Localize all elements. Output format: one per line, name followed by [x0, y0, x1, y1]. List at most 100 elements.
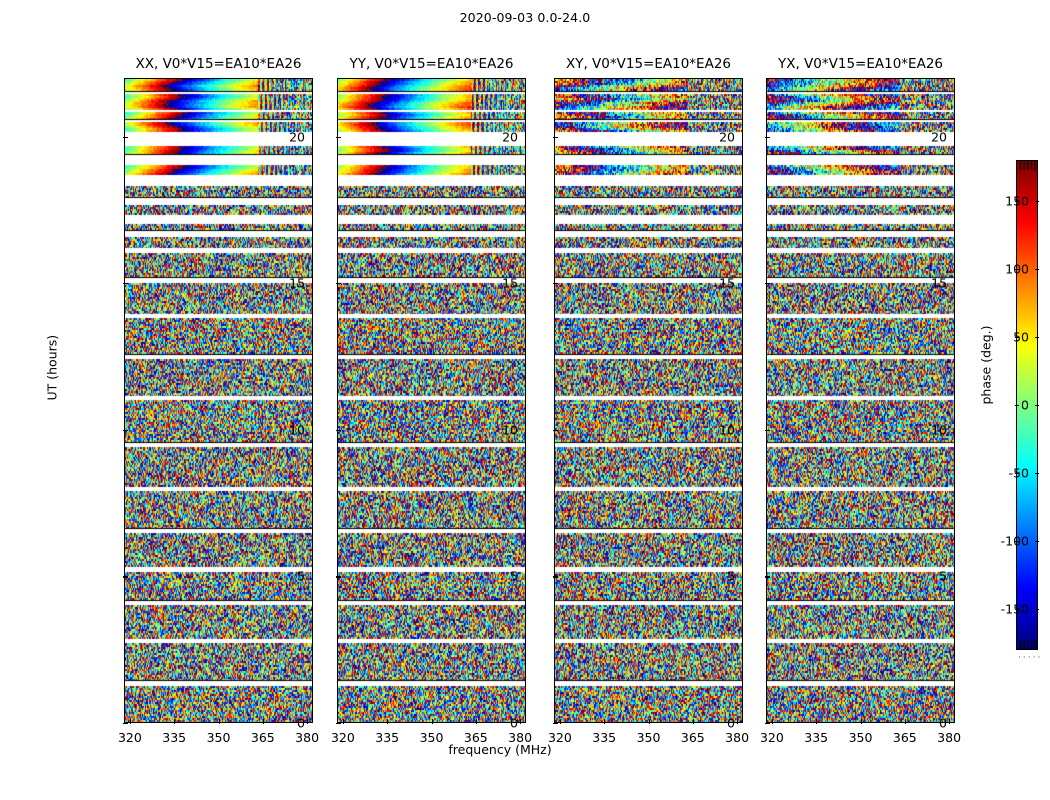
colorbar-tick-4	[1015, 336, 1019, 338]
ytick-label-yx-2: 10	[931, 422, 947, 438]
colorbar-tick-inner-4	[1035, 336, 1039, 338]
colorbar: -150 -100 -50 0 50 100 150 phase (deg.) ·····	[979, 160, 1040, 663]
ytick-xx-2	[123, 429, 128, 431]
xtick-yy-4	[520, 719, 522, 724]
colorbar-gradient	[1017, 161, 1037, 649]
waterfall-image-yx	[767, 79, 954, 722]
colorbar-tick-inner-3	[1035, 405, 1039, 406]
x-axis-label: frequency (MHz)	[448, 742, 552, 757]
ytick-label-yx-1: 5	[939, 568, 947, 584]
axes-frame-yx	[766, 78, 955, 723]
waterfall-image-xy	[555, 79, 742, 722]
panel-title-xy: XY, V0*V15=EA10*EA26	[565, 56, 731, 72]
xtick-yx-4	[949, 719, 951, 724]
ytick-label-yx-0: 0	[939, 715, 947, 731]
ytick-label-yy-1: 5	[510, 568, 518, 584]
xtick-xy-1	[604, 719, 606, 724]
panel-xx: XX, V0*V15=EA10*EA26 0 5 10 15 20 320 335 350 365…	[118, 56, 319, 745]
ytick-label-xx-4: 20	[289, 129, 305, 145]
ytick-yy-3	[336, 283, 341, 285]
colorbar-under-marks: ·····	[1018, 653, 1043, 663]
ytick-yy-0	[336, 723, 341, 725]
ytick-label-yx-3: 15	[931, 275, 947, 291]
xtick-label-xx-1: 335	[162, 730, 187, 745]
xtick-label-yy-1: 335	[375, 730, 400, 745]
ytick-yx-3	[765, 283, 770, 285]
ytick-label-xy-3: 15	[719, 275, 735, 291]
xtick-label-yx-2: 350	[848, 730, 873, 745]
panel-title-yy: YY, V0*V15=EA10*EA26	[349, 56, 514, 72]
xtick-label-yy-0: 320	[330, 730, 355, 745]
xtick-yx-0	[771, 719, 773, 724]
ytick-yy-1	[336, 576, 341, 578]
xtick-xx-1	[174, 719, 176, 724]
xtick-label-yx-0: 320	[759, 730, 784, 745]
ytick-yx-2	[765, 429, 770, 431]
panel-yy: YY, V0*V15=EA10*EA26 0 5 10 15 20 320 335 350 365…	[331, 56, 532, 745]
colorbar-tick-inner-2	[1035, 473, 1039, 475]
ytick-xx-0	[123, 723, 128, 725]
xtick-xy-4	[737, 719, 739, 724]
panel-title-yx: YX, V0*V15=EA10*EA26	[777, 56, 943, 72]
xtick-label-yx-3: 365	[892, 730, 917, 745]
waterfall-image-yy	[338, 79, 525, 722]
colorbar-tick-label-1: -100	[1000, 533, 1029, 549]
xtick-yx-2	[860, 719, 862, 724]
xtick-yy-2	[431, 719, 433, 724]
colorbar-tick-3	[1015, 405, 1019, 406]
xtick-label-xy-3: 365	[680, 730, 705, 745]
ytick-xy-0	[553, 723, 558, 725]
ytick-label-xy-2: 10	[719, 422, 735, 438]
xtick-xy-2	[648, 719, 650, 724]
waterfall-image-xx	[125, 79, 312, 722]
ytick-label-yy-4: 20	[502, 129, 518, 145]
xtick-label-xy-1: 335	[592, 730, 617, 745]
ytick-label-yy-0: 0	[510, 715, 518, 731]
figure-suptitle: 2020-09-03 0.0-24.0	[459, 10, 591, 25]
colorbar-tick-inner-6	[1035, 200, 1039, 202]
xtick-yy-0	[342, 719, 344, 724]
panel-xy: XY, V0*V15=EA10*EA26 0 5 10 15 20 320 335 350 365…	[548, 56, 749, 745]
ytick-label-xy-1: 5	[727, 568, 735, 584]
colorbar-tick-label-6: 150	[1005, 193, 1029, 209]
ytick-label-yx-4: 20	[931, 129, 947, 145]
xtick-label-yy-4: 380	[508, 730, 533, 745]
ytick-label-xy-4: 20	[719, 129, 735, 145]
ytick-label-xx-0: 0	[297, 715, 305, 731]
xtick-label-xy-2: 350	[636, 730, 661, 745]
ytick-yy-2	[336, 429, 341, 431]
ytick-label-xx-1: 5	[297, 568, 305, 584]
ytick-xy-1	[553, 576, 558, 578]
colorbar-tick-label-0: -150	[1000, 601, 1029, 617]
colorbar-tick-6	[1015, 200, 1019, 202]
xtick-xy-0	[559, 719, 561, 724]
colorbar-tick-inner-5	[1035, 268, 1039, 270]
panel-yx: YX, V0*V15=EA10*EA26 0 5 10 15 20 320 335 350 365…	[760, 56, 961, 745]
ytick-label-yy-2: 10	[502, 422, 518, 438]
xtick-label-yy-3: 365	[463, 730, 488, 745]
xtick-label-yx-1: 335	[804, 730, 829, 745]
colorbar-tick-inner-1	[1035, 541, 1039, 543]
xtick-label-xx-3: 365	[250, 730, 275, 745]
ytick-label-xx-3: 15	[289, 275, 305, 291]
axes-frame-xx	[124, 78, 313, 723]
ytick-xy-4	[553, 136, 558, 138]
colorbar-tick-0	[1015, 609, 1019, 611]
colorbar-tick-1	[1015, 541, 1019, 543]
xtick-label-xy-4: 380	[725, 730, 750, 745]
colorbar-tick-label-2: -50	[1008, 465, 1029, 481]
ytick-label-yy-3: 15	[502, 275, 518, 291]
ytick-yx-0	[765, 723, 770, 725]
xtick-label-xx-0: 320	[117, 730, 142, 745]
xtick-label-xy-0: 320	[547, 730, 572, 745]
axes-frame-xy	[554, 78, 743, 723]
ytick-xy-2	[553, 429, 558, 431]
ytick-yx-1	[765, 576, 770, 578]
xtick-label-yy-2: 350	[419, 730, 444, 745]
ytick-xx-1	[123, 576, 128, 578]
ytick-yx-4	[765, 136, 770, 138]
xtick-yx-1	[816, 719, 818, 724]
ytick-xy-3	[553, 283, 558, 285]
xtick-yy-1	[387, 719, 389, 724]
ytick-xx-3	[123, 283, 128, 285]
